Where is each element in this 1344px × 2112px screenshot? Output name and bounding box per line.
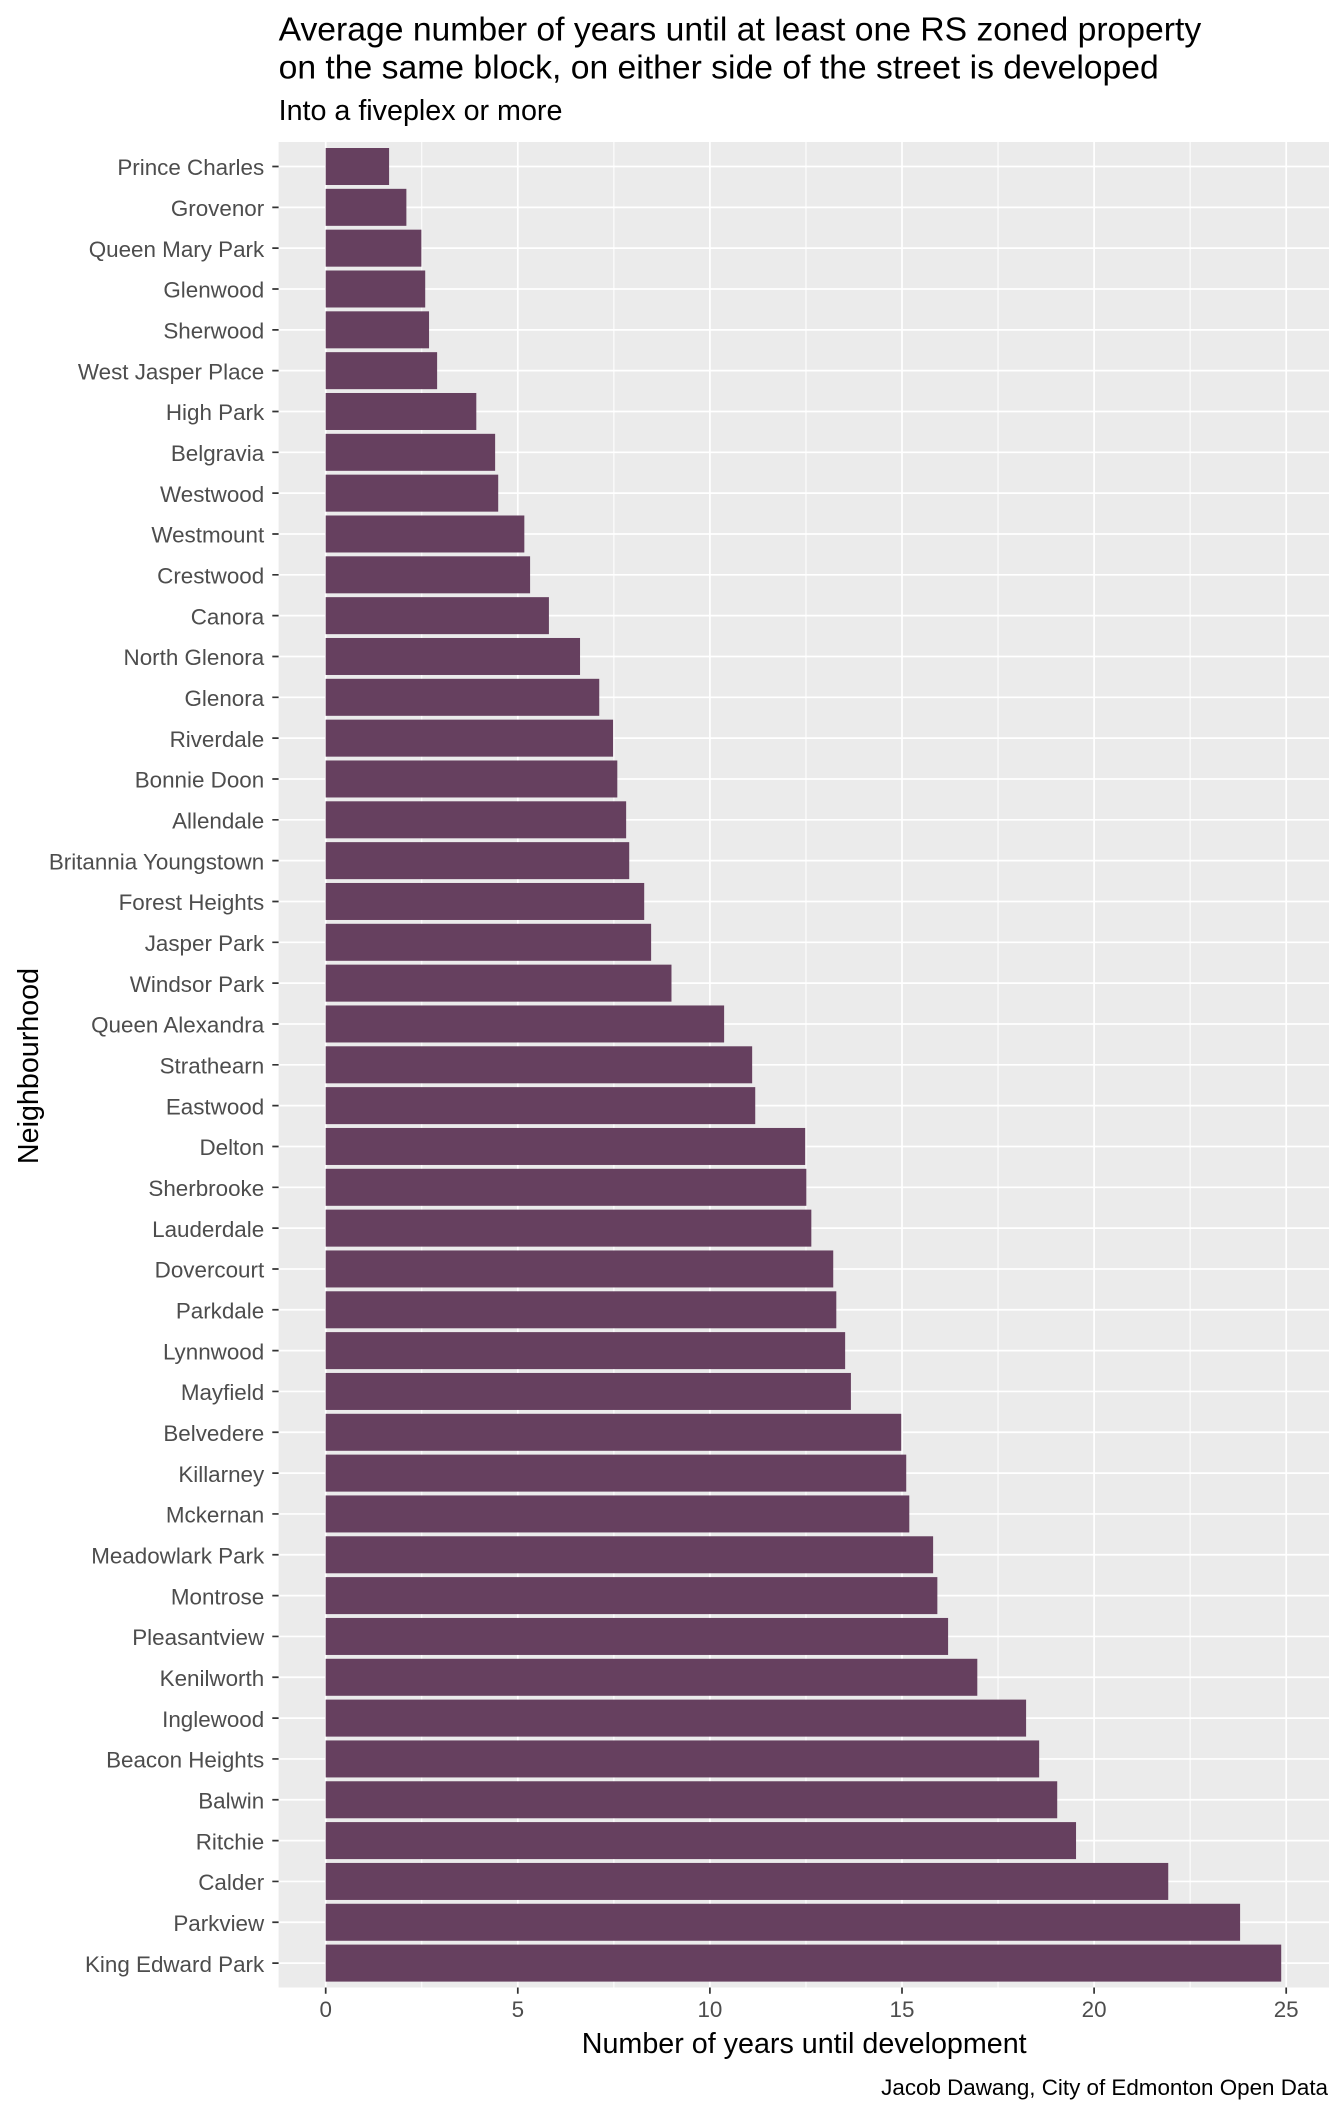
svg-text:Prince Charles: Prince Charles bbox=[117, 155, 264, 180]
svg-text:Pleasantview: Pleasantview bbox=[132, 1625, 265, 1650]
svg-text:Parkdale: Parkdale bbox=[176, 1298, 264, 1323]
svg-text:Sherwood: Sherwood bbox=[163, 319, 264, 344]
svg-text:20: 20 bbox=[1082, 1997, 1107, 2022]
svg-text:Canora: Canora bbox=[191, 604, 265, 629]
svg-text:5: 5 bbox=[512, 1997, 524, 2022]
svg-text:Britannia Youngstown: Britannia Youngstown bbox=[49, 849, 264, 874]
svg-text:North Glenora: North Glenora bbox=[124, 645, 265, 670]
svg-text:Queen Mary Park: Queen Mary Park bbox=[89, 237, 265, 262]
svg-text:Allendale: Allendale bbox=[172, 809, 264, 834]
svg-text:Queen Alexandra: Queen Alexandra bbox=[91, 1013, 265, 1038]
svg-text:Belvedere: Belvedere bbox=[163, 1421, 264, 1446]
svg-text:Riverdale: Riverdale bbox=[170, 727, 265, 752]
svg-text:Dovercourt: Dovercourt bbox=[155, 1258, 265, 1283]
svg-text:West Jasper Place: West Jasper Place bbox=[78, 359, 264, 384]
svg-text:Killarney: Killarney bbox=[178, 1462, 265, 1487]
svg-text:Number of years until developm: Number of years until development bbox=[582, 2028, 1027, 2060]
svg-text:Jasper Park: Jasper Park bbox=[145, 931, 265, 956]
svg-text:Mayfield: Mayfield bbox=[181, 1380, 264, 1405]
svg-text:Mckernan: Mckernan bbox=[166, 1503, 264, 1528]
svg-text:Westwood: Westwood bbox=[160, 482, 264, 507]
svg-text:Neighbourhood: Neighbourhood bbox=[13, 968, 45, 1164]
svg-text:Lynnwood: Lynnwood bbox=[163, 1339, 264, 1364]
svg-text:Windsor Park: Windsor Park bbox=[130, 972, 265, 997]
svg-text:Into a fiveplex or more: Into a fiveplex or more bbox=[279, 95, 563, 127]
svg-text:Delton: Delton bbox=[199, 1135, 264, 1160]
svg-text:Eastwood: Eastwood bbox=[166, 1094, 264, 1119]
svg-text:on the same block, on either s: on the same block, on either side of the… bbox=[279, 48, 1159, 86]
svg-text:Inglewood: Inglewood bbox=[162, 1707, 264, 1732]
svg-text:Sherbrooke: Sherbrooke bbox=[148, 1176, 264, 1201]
svg-text:Ritchie: Ritchie bbox=[196, 1829, 264, 1854]
svg-text:Westmount: Westmount bbox=[151, 523, 265, 548]
svg-text:Forest Heights: Forest Heights bbox=[119, 890, 265, 915]
svg-text:Average number of years until: Average number of years until at least o… bbox=[279, 11, 1202, 49]
svg-text:Jacob Dawang, City of Edmonton: Jacob Dawang, City of Edmonton Open Data bbox=[881, 2075, 1328, 2100]
svg-text:Parkview: Parkview bbox=[173, 1911, 265, 1936]
svg-text:Meadowlark Park: Meadowlark Park bbox=[91, 1543, 265, 1568]
svg-text:15: 15 bbox=[890, 1997, 915, 2022]
svg-text:25: 25 bbox=[1274, 1997, 1299, 2022]
svg-text:Calder: Calder bbox=[198, 1870, 265, 1895]
svg-text:Bonnie Doon: Bonnie Doon bbox=[135, 768, 264, 793]
svg-text:Balwin: Balwin bbox=[198, 1788, 264, 1813]
svg-text:Crestwood: Crestwood bbox=[157, 564, 264, 589]
svg-text:Lauderdale: Lauderdale bbox=[152, 1217, 264, 1242]
svg-text:Strathearn: Strathearn bbox=[160, 1054, 265, 1079]
svg-text:Beacon Heights: Beacon Heights bbox=[106, 1748, 264, 1773]
svg-text:10: 10 bbox=[697, 1997, 722, 2022]
svg-text:High Park: High Park bbox=[166, 400, 265, 425]
svg-text:King Edward Park: King Edward Park bbox=[85, 1952, 265, 1977]
svg-text:Montrose: Montrose bbox=[171, 1584, 264, 1609]
svg-text:Kenilworth: Kenilworth bbox=[160, 1666, 265, 1691]
svg-text:Glenwood: Glenwood bbox=[163, 278, 264, 303]
svg-text:Belgravia: Belgravia bbox=[171, 441, 265, 466]
svg-text:0: 0 bbox=[319, 1997, 331, 2022]
svg-text:Glenora: Glenora bbox=[185, 686, 265, 711]
svg-text:Grovenor: Grovenor bbox=[171, 196, 265, 221]
